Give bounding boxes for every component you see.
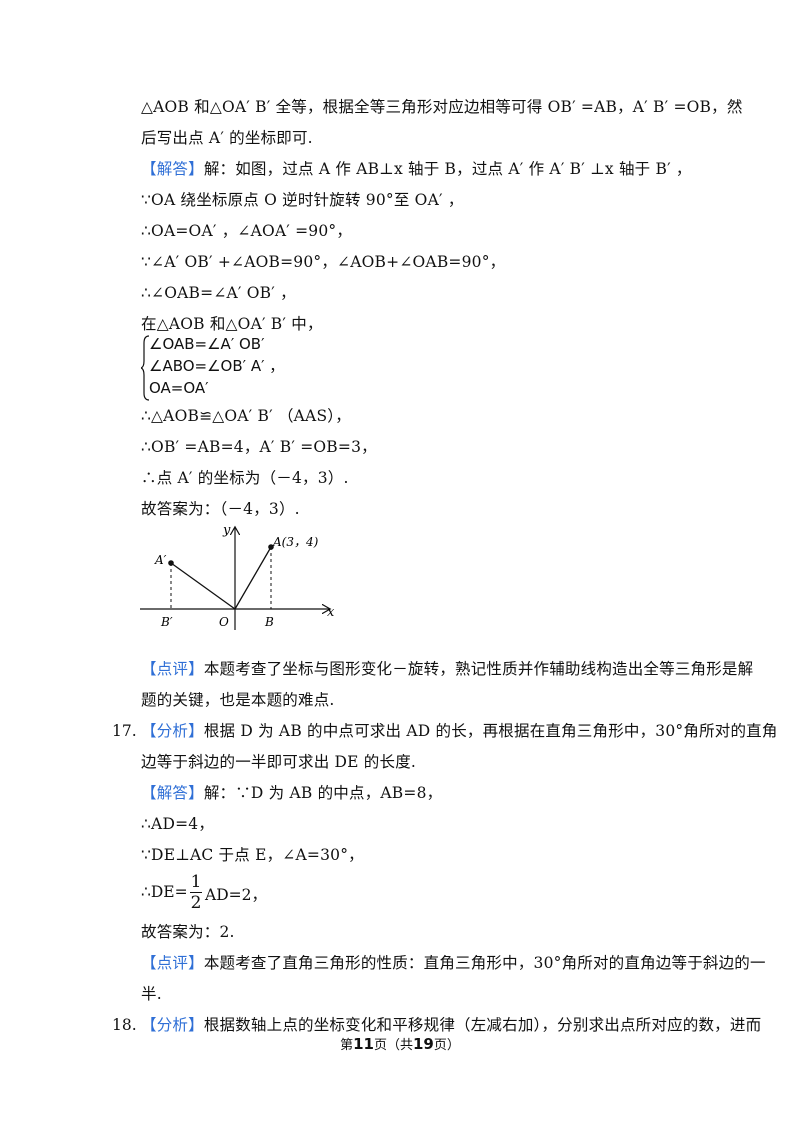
text-line: 【分析】根据 D 为 AB 的中点可求出 AD 的长，再根据在直角三角形中，30… [141, 720, 778, 742]
analysis-tag: 【分析】 [141, 722, 204, 740]
answer-text: 解：∵D 为 AB 的中点，AB=8， [203, 784, 443, 802]
text-line: 后写出点 A′ 的坐标即可. [141, 129, 313, 147]
answer-tag: 【解答】 [141, 784, 204, 802]
comment-tag: 【点评】 [141, 954, 204, 972]
text-line: 【点评】本题考查了直角三角形的性质：直角三角形中，30°角所对的直角边等于斜边的… [141, 952, 766, 974]
analysis-text: 根据数轴上点的坐标变化和平移规律（左减右加），分别求出点所对应的数，进而 [203, 1016, 762, 1034]
text-line: 【分析】根据数轴上点的坐标变化和平移规律（左减右加），分别求出点所对应的数，进而 [141, 1014, 761, 1036]
answer-tag: 【解答】 [141, 160, 204, 178]
analysis-tag: 【分析】 [141, 1016, 204, 1034]
text-line: 【解答】解：∵D 为 AB 的中点，AB=8， [141, 782, 442, 804]
fraction-denominator: 2 [190, 893, 202, 913]
equation-prefix: ∴DE= [141, 883, 188, 901]
fraction-bar [190, 892, 202, 893]
text-line: ∴∠OAB=∠A′ OB′ ， [141, 284, 296, 302]
text-line: 半. [141, 985, 162, 1003]
fraction-numerator: 1 [190, 872, 202, 892]
text-line: 边等于斜边的一半即可求出 DE 的长度. [141, 753, 417, 771]
answer-text: 解：如图，过点 A 作 AB⊥x 轴于 B，过点 A′ 作 A′ B′ ⊥x 轴… [203, 160, 692, 178]
analysis-text: 根据 D 为 AB 的中点可求出 AD 的长，再根据在直角三角形中，30°角所对… [203, 722, 778, 740]
text-line: 题的关键，也是本题的难点. [141, 691, 335, 709]
footer-suffix: 页） [433, 1038, 460, 1053]
point-a-prime-label: A′ [154, 553, 167, 567]
text-line: 【点评】本题考查了坐标与图形变化－旋转，熟记性质并作辅助线构造出全等三角形是解 [141, 658, 753, 680]
text-line: 在△AOB 和△OA′ B′ 中， [141, 315, 323, 333]
text-line: ∴△AOB≌△OA′ B′ （AAS）， [141, 407, 351, 425]
point-b-prime-label: B′ [160, 615, 173, 629]
point-b-label: B [264, 615, 274, 629]
text-line: ∴AD=4， [141, 815, 215, 833]
equation-suffix: AD=2， [205, 886, 267, 904]
comment-text: 本题考查了坐标与图形变化－旋转，熟记性质并作辅助线构造出全等三角形是解 [203, 660, 754, 678]
text-line: 故答案为：2. [141, 923, 235, 941]
text-line: ∴OB′ =AB=4，A′ B′ =OB=3， [141, 438, 377, 456]
text-line: ∴OA=OA′ ，∠AOA′ =90°， [141, 222, 353, 240]
text-line: ∵DE⊥AC 于点 E，∠A=30°， [141, 846, 364, 864]
coordinate-figure: y x A(3，4) A′ B B′ O [140, 523, 335, 630]
equation-line: OA=OA′ [149, 379, 209, 397]
origin-label: O [219, 615, 229, 629]
question-number: 17. [112, 722, 137, 740]
footer-middle: 页（共 [373, 1038, 413, 1053]
text-line: △AOB 和△OA′ B′ 全等，根据全等三角形对应边相等可得 OB′ =AB，… [141, 98, 743, 116]
equation-line: ∠OAB=∠A′ OB′ [149, 335, 265, 353]
comment-text: 本题考查了直角三角形的性质：直角三角形中，30°角所对的直角边等于斜边的一 [203, 954, 766, 972]
text-line: ∴点 A′ 的坐标为（－4，3）. [141, 469, 349, 487]
total-pages: 19 [413, 1035, 434, 1053]
brace-icon [141, 335, 150, 401]
y-axis-label: y [222, 523, 231, 538]
equation-line: ∠ABO=∠OB′ A′ ， [149, 357, 285, 375]
text-line: ∵∠A′ OB′ +∠AOB=90°，∠AOB+∠OAB=90°， [141, 253, 506, 271]
text-line: 故答案为：（－4，3）. [141, 500, 300, 518]
footer-prefix: 第 [340, 1038, 354, 1053]
text-line: 【解答】解：如图，过点 A 作 AB⊥x 轴于 B，过点 A′ 作 A′ B′ … [141, 158, 692, 180]
page-number: 11 [353, 1035, 374, 1053]
comment-tag: 【点评】 [141, 660, 204, 678]
equation-system: ∠OAB=∠A′ OB′ ∠ABO=∠OB′ A′ ， OA=OA′ [141, 333, 341, 401]
question-number: 18. [112, 1016, 137, 1034]
page-footer: 第11页（共19页） [0, 1034, 800, 1053]
text-line: ∵OA 绕坐标原点 O 逆时针旋转 90°至 OA′ ， [141, 191, 464, 209]
fraction: 1 2 [189, 872, 203, 913]
point-a-label: A(3，4) [272, 535, 319, 549]
x-axis-label: x [327, 605, 335, 620]
